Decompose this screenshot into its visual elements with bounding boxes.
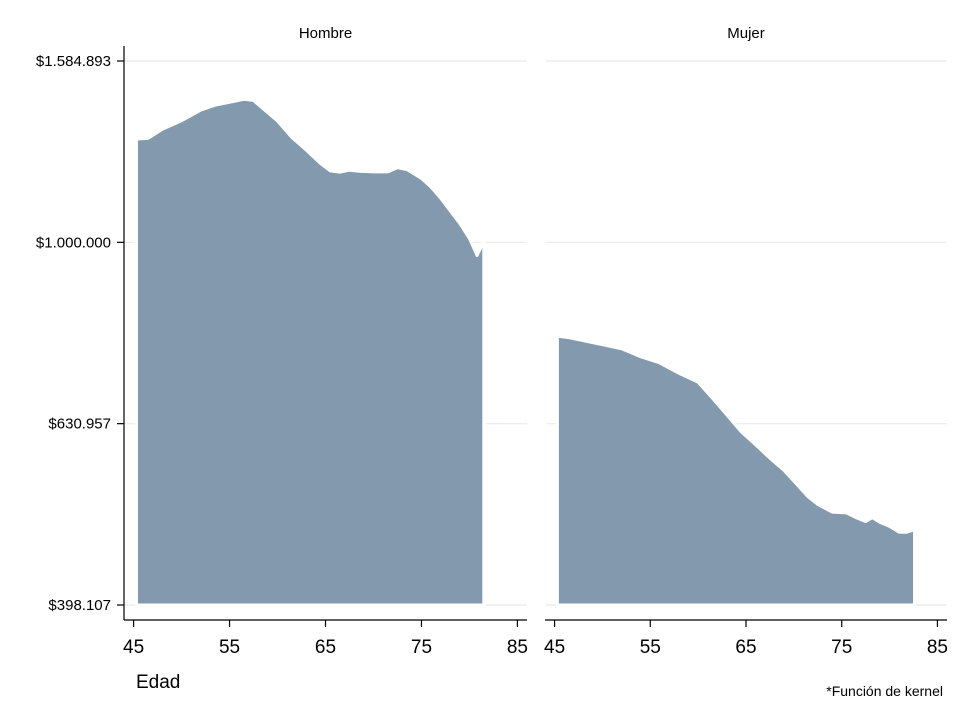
x-tick-label-panel0-4: 85 <box>507 637 528 658</box>
x-tick-label-panel1-3: 75 <box>831 637 852 658</box>
y-tick-label-1: $630.957 <box>48 416 111 433</box>
panel-title-1: Mujer <box>727 25 765 42</box>
x-tick-label-panel1-0: 45 <box>544 637 565 658</box>
axes <box>117 46 947 627</box>
x-tick-label-panel1-2: 65 <box>735 637 756 658</box>
x-axis-title: Edad <box>136 672 180 693</box>
y-tick-label-3: $1.584.893 <box>36 53 111 70</box>
area-mujer <box>555 334 916 607</box>
y-tick-label-2: $1.000.000 <box>36 234 111 251</box>
x-tick-label-panel1-1: 55 <box>640 637 661 658</box>
area-hombre <box>135 97 486 607</box>
x-tick-label-panel0-0: 45 <box>123 637 144 658</box>
x-tick-label-panel0-1: 55 <box>219 637 240 658</box>
x-tick-label-panel0-2: 65 <box>315 637 336 658</box>
labels: Hombre Mujer $398.107 $630.957 $1.000.000 $1.… <box>36 25 948 658</box>
area-layer <box>135 97 916 607</box>
x-tick-label-panel0-3: 75 <box>411 637 432 658</box>
panel-title-0: Hombre <box>299 25 352 42</box>
footnote-kernel: *Función de kernel <box>826 683 943 699</box>
x-tick-label-panel1-4: 85 <box>927 637 948 658</box>
y-tick-label-0: $398.107 <box>48 597 111 614</box>
